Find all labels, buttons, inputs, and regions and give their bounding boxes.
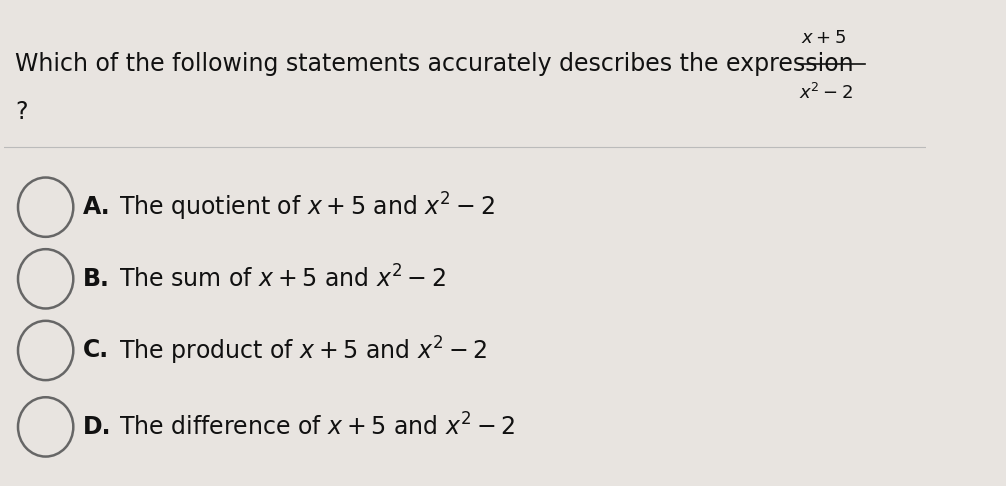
Text: B.: B. (82, 267, 110, 291)
Text: The quotient of $x + 5$ and $x^2 - 2$: The quotient of $x + 5$ and $x^2 - 2$ (120, 191, 495, 223)
Text: The difference of $x + 5$ and $x^2 - 2$: The difference of $x + 5$ and $x^2 - 2$ (120, 413, 515, 440)
Text: $x^2-2$: $x^2-2$ (799, 83, 853, 103)
Text: D.: D. (82, 415, 111, 439)
Text: The sum of $x + 5$ and $x^2 - 2$: The sum of $x + 5$ and $x^2 - 2$ (120, 265, 447, 293)
Text: Which of the following statements accurately describes the expression: Which of the following statements accura… (15, 52, 861, 76)
Text: C.: C. (82, 338, 109, 363)
Text: ?: ? (15, 100, 28, 123)
Text: A.: A. (82, 195, 110, 219)
Text: The product of $x + 5$ and $x^2 - 2$: The product of $x + 5$ and $x^2 - 2$ (120, 334, 488, 366)
Text: $x+5$: $x+5$ (801, 29, 846, 47)
